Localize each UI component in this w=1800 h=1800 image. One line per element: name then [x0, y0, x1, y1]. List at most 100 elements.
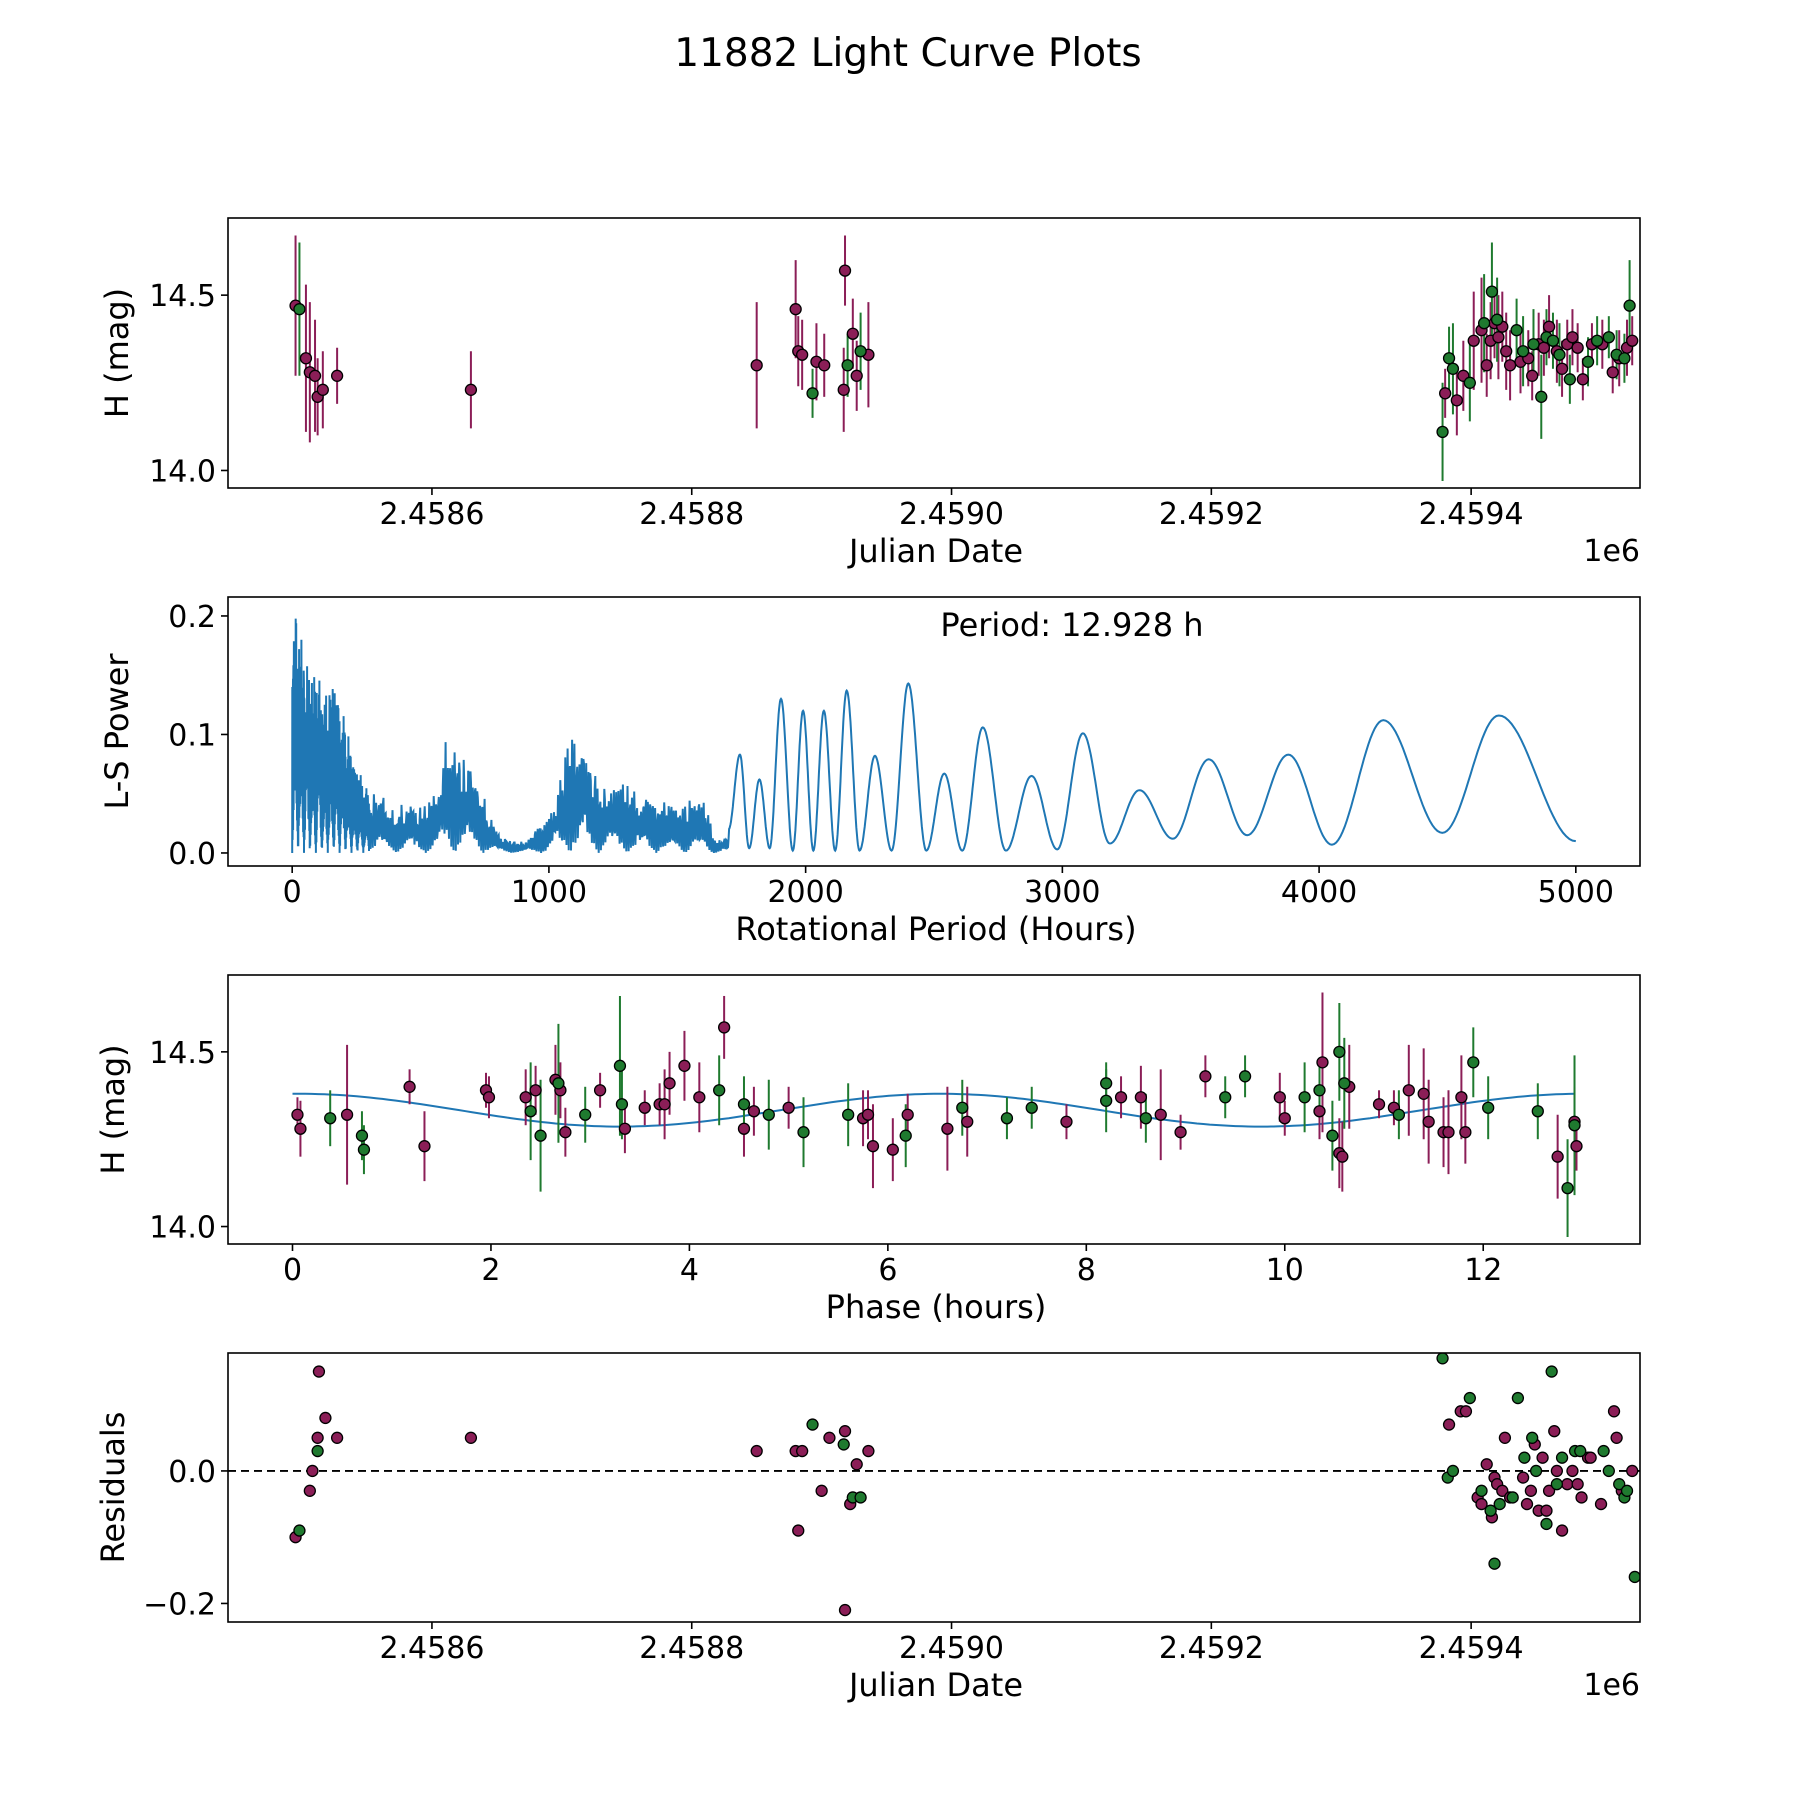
data-point-red — [306, 1464, 319, 1478]
data-point-green — [1553, 348, 1566, 361]
x-tick-label: 3000 — [1024, 875, 1100, 910]
data-point-red — [316, 383, 329, 396]
data-point-red — [1542, 1484, 1556, 1497]
data-point-green — [324, 1112, 337, 1125]
data-point-green — [1446, 1464, 1460, 1478]
data-point-red — [299, 352, 313, 365]
data-point-green — [899, 1129, 912, 1142]
data-point-green — [1518, 1451, 1531, 1464]
data-point-red — [319, 1411, 332, 1425]
x-tick-label: 0 — [283, 875, 302, 910]
data-point-red — [717, 1021, 731, 1034]
x-offset-label: 1e6 — [1583, 1668, 1640, 1703]
data-point-red — [1417, 1087, 1430, 1100]
data-point-green — [534, 1129, 547, 1142]
x-axis-label: Rotational Period (Hours) — [735, 910, 1136, 948]
data-point-green — [1488, 1557, 1501, 1570]
data-point-red — [482, 1091, 496, 1104]
data-point-red — [1566, 331, 1579, 344]
data-point-red — [792, 1524, 805, 1537]
data-point-green — [1574, 1444, 1587, 1458]
data-point-red — [750, 359, 763, 372]
data-point-green — [1531, 1105, 1544, 1118]
data-point-green — [1238, 1070, 1252, 1083]
data-point-green — [1442, 352, 1456, 365]
data-point-red — [1439, 387, 1452, 400]
data-point-red — [1594, 1497, 1608, 1511]
data-point-green — [357, 1143, 371, 1156]
data-point-red — [311, 1431, 324, 1444]
data-point-green — [1602, 331, 1615, 344]
data-point-green — [1527, 338, 1540, 351]
data-point-green — [1436, 1353, 1449, 1365]
data-point-red — [464, 383, 478, 396]
plot-area-residuals — [228, 1353, 1640, 1617]
data-point-red — [789, 303, 802, 316]
data-point-green — [1535, 390, 1548, 403]
data-point-green — [1000, 1112, 1014, 1125]
x-tick-label: 2.4594 — [1419, 497, 1524, 532]
data-point-red — [519, 1091, 532, 1104]
data-point-red — [330, 1431, 344, 1444]
data-point-green — [1477, 317, 1491, 330]
figure-title: 11882 Light Curve Plots — [674, 31, 1141, 76]
x-tick-label: 2 — [481, 1253, 500, 1288]
x-tick-label: 2.4592 — [1159, 1631, 1264, 1666]
plot-area-periodogram — [291, 618, 1576, 854]
data-point-green — [1484, 1504, 1497, 1517]
data-point-green — [1313, 1084, 1326, 1097]
data-point-red — [1576, 373, 1589, 386]
x-tick-label: 2.4586 — [379, 497, 484, 532]
y-tick-label: 14.5 — [149, 279, 216, 314]
y-tick-label: 14.5 — [149, 1036, 216, 1071]
data-point-green — [552, 1077, 565, 1090]
data-point-red — [1542, 320, 1556, 333]
data-point-red — [1442, 1126, 1455, 1139]
data-point-red — [593, 1084, 607, 1097]
data-point-red — [1584, 1451, 1597, 1464]
x-tick-label: 12 — [1464, 1253, 1502, 1288]
x-tick-label: 2.4594 — [1419, 1631, 1524, 1666]
period-annotation: Period: 12.928 h — [940, 606, 1203, 644]
data-point-green — [956, 1101, 969, 1114]
data-point-red — [1610, 1431, 1623, 1444]
data-point-red — [303, 1484, 316, 1497]
data-point-red — [796, 348, 809, 361]
data-point-green — [1485, 285, 1499, 298]
model-curve — [292, 1092, 1576, 1128]
y-axis-label: H (mag) — [98, 288, 136, 418]
data-point-red — [1524, 1484, 1538, 1497]
data-point-red — [961, 1115, 974, 1128]
data-point-red — [1402, 1084, 1415, 1097]
data-point-red — [618, 1122, 632, 1135]
data-point-red — [1273, 1091, 1286, 1104]
data-point-red — [1536, 1451, 1549, 1464]
data-point-green — [806, 387, 819, 400]
data-point-red — [1626, 334, 1639, 347]
plot-area-lightcurve — [289, 235, 1639, 481]
data-point-red — [1548, 1425, 1561, 1438]
data-point-red — [330, 369, 344, 382]
data-point-red — [838, 264, 852, 277]
y-axis-label: L-S Power — [98, 653, 136, 810]
data-point-green — [1628, 1570, 1640, 1584]
data-point-red — [1570, 1140, 1583, 1153]
data-point-red — [1526, 369, 1539, 382]
data-point-red — [1607, 1405, 1621, 1418]
data-point-green — [1620, 1484, 1634, 1497]
data-point-red — [796, 1444, 809, 1458]
data-point-red — [1555, 362, 1569, 375]
data-point-green — [524, 1105, 537, 1118]
data-point-green — [1467, 1056, 1480, 1069]
data-point-red — [1134, 1091, 1148, 1104]
data-point-green — [1581, 355, 1595, 368]
data-point-green — [1597, 1444, 1610, 1458]
data-point-green — [1463, 376, 1476, 389]
data-point-green — [1613, 1478, 1626, 1491]
data-point-red — [638, 1101, 651, 1114]
y-tick-label: 0.1 — [168, 718, 216, 753]
data-point-red — [1555, 1524, 1569, 1537]
data-point-red — [1459, 1405, 1473, 1418]
x-tick-label: 2.4586 — [379, 1631, 484, 1666]
